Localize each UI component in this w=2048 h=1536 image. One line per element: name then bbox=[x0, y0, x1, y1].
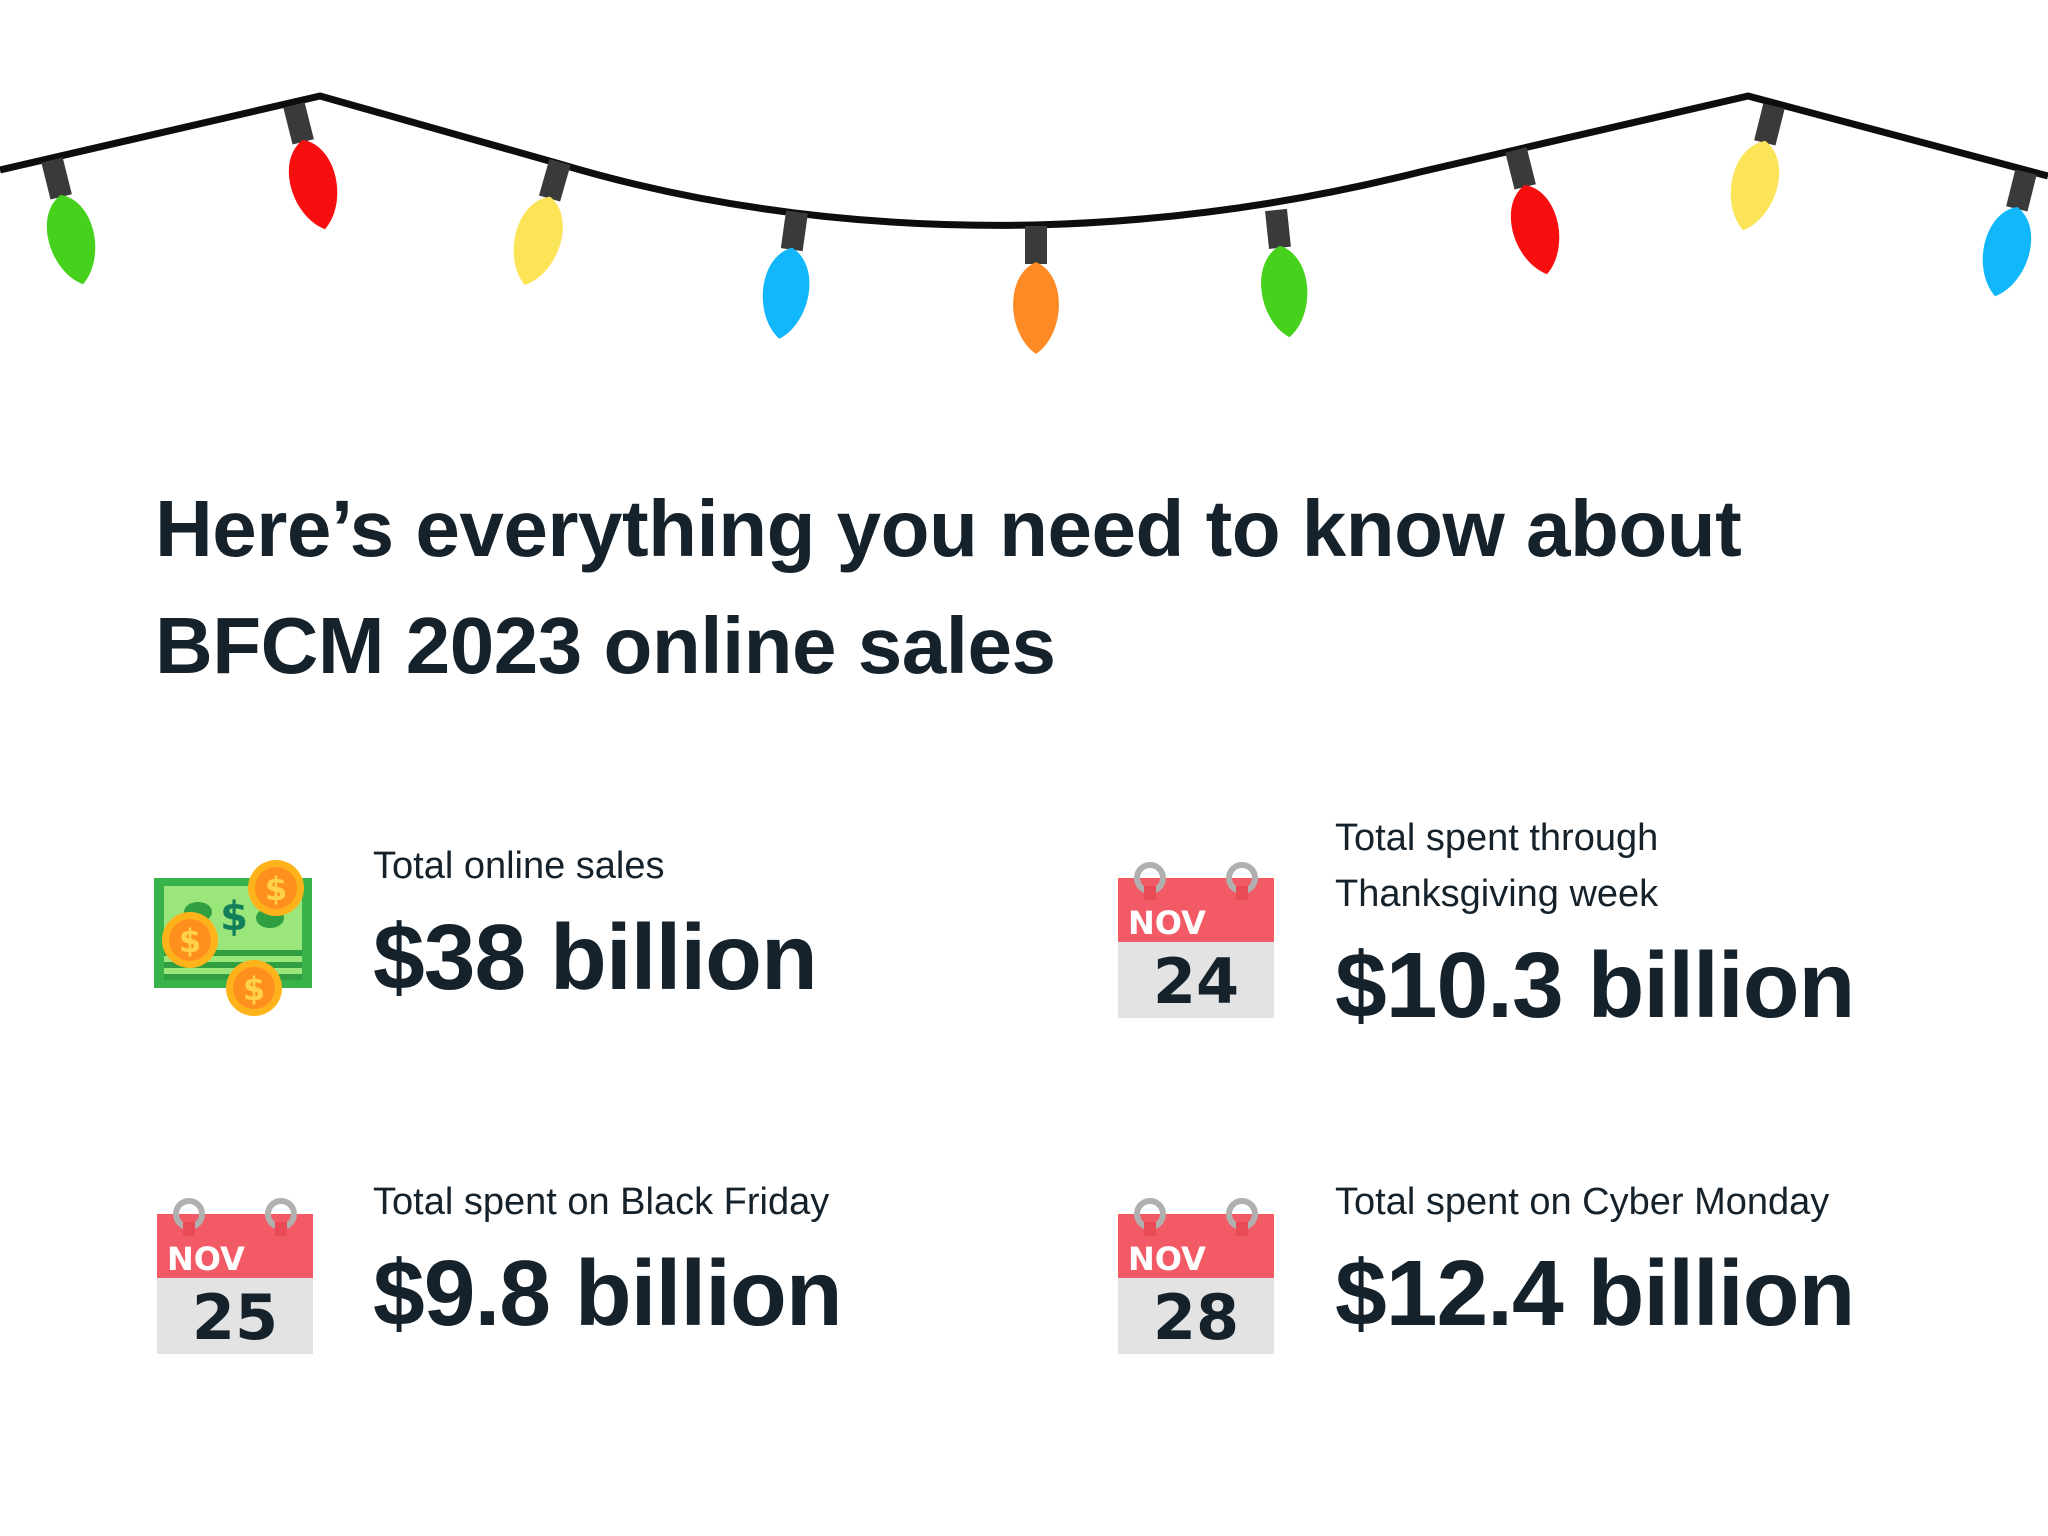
calendar-icon: NOV 28 bbox=[1118, 1198, 1274, 1354]
stat-label: Total online sales bbox=[373, 845, 665, 887]
calendar-month: NOV bbox=[167, 1240, 245, 1278]
holiday-lights-decoration bbox=[0, 92, 2048, 354]
calendar-day: 28 bbox=[1153, 1281, 1239, 1354]
bulb-blue-icon bbox=[756, 208, 820, 342]
calendar-month: NOV bbox=[1128, 904, 1206, 942]
calendar-month: NOV bbox=[1128, 1240, 1206, 1278]
stat-value: $38 billion bbox=[373, 905, 818, 1009]
bulb-red-icon bbox=[1493, 144, 1570, 280]
svg-text:$: $ bbox=[243, 970, 265, 1008]
stat-label-line1: Total spent through bbox=[1335, 817, 1659, 859]
stat-black-friday: Total spent on Black Friday $9.8 billion bbox=[373, 1174, 843, 1348]
bulb-yellow-icon bbox=[502, 155, 583, 292]
page-title-line1: Here’s everything you need to know about bbox=[155, 484, 1742, 573]
light-wire bbox=[0, 92, 2048, 229]
bulb-yellow-icon bbox=[1720, 100, 1797, 236]
stat-label: Total spent on Black Friday bbox=[373, 1181, 830, 1223]
page-title: Here’s everything you need to know about… bbox=[155, 470, 1915, 704]
stat-label: Total spent on Cyber Monday bbox=[1335, 1181, 1830, 1223]
page-title-line2: BFCM 2023 online sales bbox=[155, 601, 1056, 690]
bulb-green-icon bbox=[1253, 207, 1313, 340]
bulb-red-icon bbox=[271, 99, 348, 235]
bulb-green-icon bbox=[29, 154, 106, 290]
svg-text:$: $ bbox=[179, 922, 201, 960]
bulb-blue-icon bbox=[1972, 166, 2048, 302]
calendar-icon: NOV 25 bbox=[157, 1198, 313, 1354]
stat-label-line2: Thanksgiving week bbox=[1335, 873, 1659, 915]
stat-thanksgiving-week: Total spent through Thanksgiving week $1… bbox=[1335, 810, 1855, 1040]
bulb-orange-icon bbox=[1013, 226, 1059, 354]
calendar-day: 25 bbox=[192, 1281, 278, 1354]
stat-value: $10.3 billion bbox=[1335, 933, 1855, 1037]
calendar-day: 24 bbox=[1153, 945, 1239, 1018]
calendar-icon: NOV 24 bbox=[1118, 862, 1274, 1018]
stat-total-online-sales: Total online sales $38 billion bbox=[373, 838, 818, 1012]
stat-cyber-monday: Total spent on Cyber Monday $12.4 billio… bbox=[1335, 1174, 1855, 1348]
stat-value: $9.8 billion bbox=[373, 1241, 843, 1345]
money-icon: $ $ $ $ bbox=[154, 860, 312, 1016]
stat-value: $12.4 billion bbox=[1335, 1241, 1855, 1345]
svg-text:$: $ bbox=[265, 870, 287, 908]
svg-text:$: $ bbox=[220, 894, 248, 940]
